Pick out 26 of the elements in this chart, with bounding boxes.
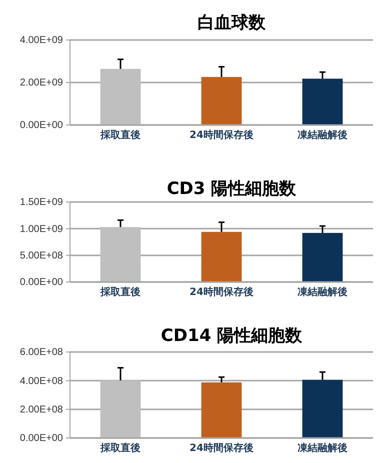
- x-tick-label: 24時間保存後: [190, 129, 254, 142]
- x-tick-label: 採取直後: [100, 286, 140, 298]
- y-tick-label: 0.00E+00: [20, 120, 64, 132]
- y-tick-label: 2.00E+08: [20, 404, 64, 416]
- bar: [302, 78, 343, 125]
- y-tick-label: 0.00E+00: [20, 433, 64, 444]
- y-tick-label: 5.00E+08: [20, 250, 64, 262]
- y-tick-label: 4.00E+09: [20, 35, 64, 46]
- x-tick-label: 採取直後: [100, 129, 140, 142]
- chart-title: 白血球数: [198, 13, 266, 33]
- y-tick-label: 1.50E+09: [20, 197, 64, 208]
- bar: [100, 68, 141, 125]
- x-tick-label: 凍結融解後: [298, 129, 348, 142]
- y-tick-label: 1.00E+09: [20, 224, 64, 235]
- x-tick-label: 24時間保存後: [190, 442, 254, 454]
- chart-title: CD14 陽性細胞数: [160, 326, 304, 346]
- x-tick-label: 凍結融解後: [298, 442, 348, 454]
- y-tick-label: 6.00E+08: [20, 347, 64, 358]
- chart-title: CD3 陽性細胞数: [166, 179, 298, 199]
- bar: [201, 76, 242, 125]
- x-tick-label: 凍結融解後: [298, 286, 348, 298]
- x-tick-label: 24時間保存後: [190, 286, 254, 298]
- y-tick-label: 4.00E+08: [20, 376, 64, 387]
- x-tick-label: 採取直後: [100, 442, 140, 454]
- y-tick-label: 0.00E+00: [20, 277, 64, 288]
- y-tick-label: 2.00E+09: [20, 78, 64, 89]
